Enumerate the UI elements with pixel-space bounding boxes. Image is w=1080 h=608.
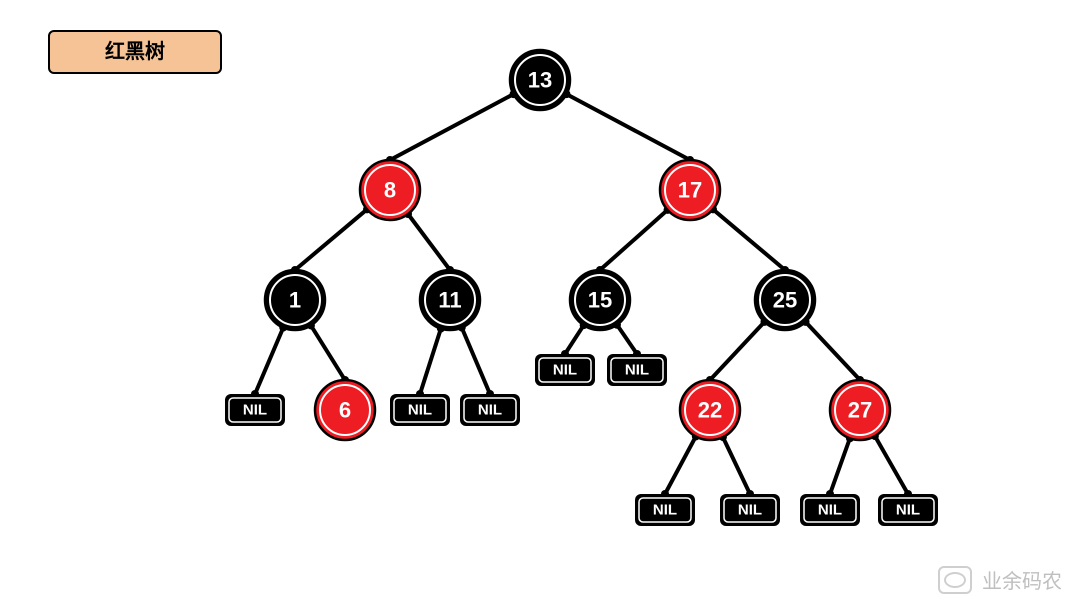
tree-node: 27 bbox=[830, 380, 890, 440]
nil-node: NIL bbox=[878, 494, 938, 526]
tree-node: 25 bbox=[755, 270, 815, 330]
node-label: 25 bbox=[773, 288, 797, 313]
tree-edge bbox=[565, 325, 584, 354]
tree-edge bbox=[295, 209, 367, 270]
tree-node: 6 bbox=[315, 380, 375, 440]
node-label: 8 bbox=[384, 178, 396, 203]
nil-layer: NIL NIL NIL NIL NIL NIL NIL NIL NIL bbox=[225, 354, 938, 526]
nil-label: NIL bbox=[243, 402, 267, 419]
nil-node: NIL bbox=[800, 494, 860, 526]
tree-edge bbox=[311, 325, 345, 380]
node-label: 11 bbox=[438, 288, 461, 313]
nil-label: NIL bbox=[478, 402, 502, 419]
tree-edge bbox=[713, 209, 785, 270]
tree-node: 13 bbox=[510, 50, 570, 110]
tree-node: 8 bbox=[360, 160, 420, 220]
red-black-tree-diagram: NILNILNILNILNILNILNILNILNIL1381711115256… bbox=[0, 0, 1080, 608]
nil-node: NIL bbox=[720, 494, 780, 526]
nil-label: NIL bbox=[653, 502, 677, 519]
nil-label: NIL bbox=[738, 502, 762, 519]
nil-node: NIL bbox=[460, 394, 520, 426]
watermark: 业余码农 bbox=[938, 565, 1062, 594]
tree-node: 22 bbox=[680, 380, 740, 440]
tree-edge bbox=[875, 436, 908, 494]
nil-node: NIL bbox=[535, 354, 595, 386]
nil-label: NIL bbox=[896, 502, 920, 519]
tree-node: 15 bbox=[570, 270, 630, 330]
tree-node: 11 bbox=[420, 270, 480, 330]
nil-node: NIL bbox=[225, 394, 285, 426]
tree-edge bbox=[710, 322, 764, 380]
tree-edge bbox=[830, 438, 850, 494]
nil-label: NIL bbox=[553, 362, 577, 379]
nil-node: NIL bbox=[607, 354, 667, 386]
node-label: 27 bbox=[848, 398, 872, 423]
nil-node: NIL bbox=[635, 494, 695, 526]
tree-edge bbox=[617, 325, 637, 354]
node-label: 17 bbox=[678, 178, 702, 203]
nil-label: NIL bbox=[408, 402, 432, 419]
nil-label: NIL bbox=[625, 362, 649, 379]
wechat-icon bbox=[938, 566, 972, 594]
tree-node: 17 bbox=[660, 160, 720, 220]
tree-edge bbox=[806, 322, 860, 380]
tree-edge bbox=[566, 94, 690, 160]
node-label: 22 bbox=[698, 398, 722, 423]
tree-edge bbox=[723, 437, 750, 494]
node-label: 15 bbox=[588, 288, 612, 313]
tree-edge bbox=[255, 328, 283, 394]
tree-edge bbox=[390, 94, 514, 160]
tree-edge bbox=[462, 328, 490, 394]
node-label: 13 bbox=[528, 68, 552, 93]
watermark-text: 业余码农 bbox=[982, 565, 1062, 594]
tree-edge bbox=[600, 210, 668, 270]
nil-label: NIL bbox=[818, 502, 842, 519]
nil-node: NIL bbox=[390, 394, 450, 426]
tree-edge bbox=[665, 436, 696, 494]
tree-edge bbox=[408, 214, 450, 270]
node-label: 6 bbox=[339, 398, 351, 423]
tree-node: 1 bbox=[265, 270, 325, 330]
node-label: 1 bbox=[289, 288, 301, 313]
tree-edge bbox=[420, 329, 441, 394]
